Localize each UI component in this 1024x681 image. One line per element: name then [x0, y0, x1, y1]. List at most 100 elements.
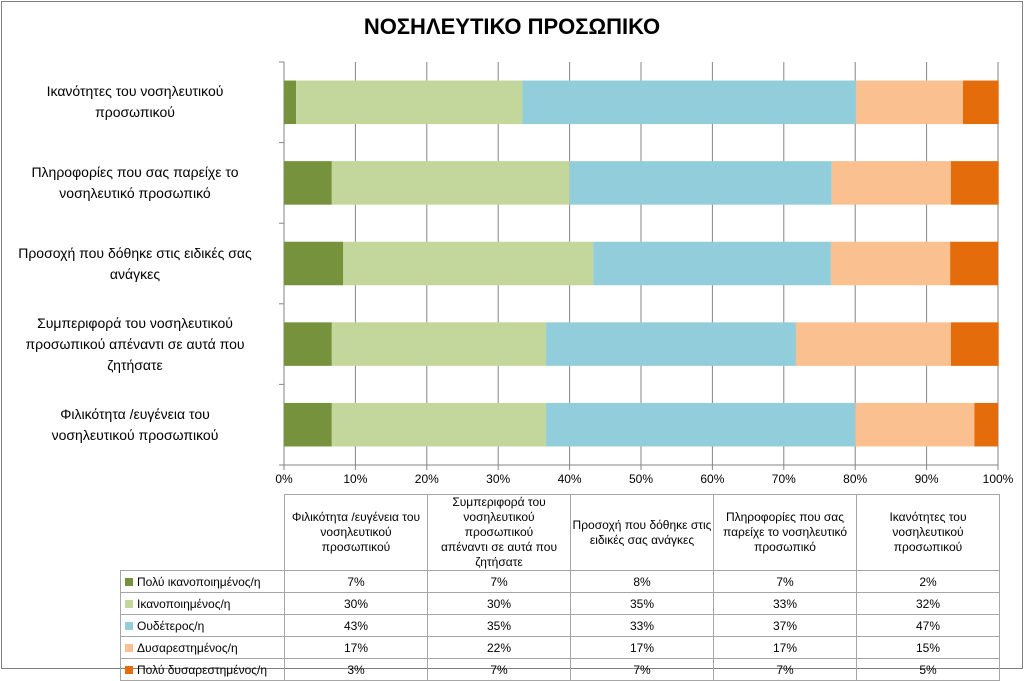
category-label-line: προσωπικού — [95, 104, 175, 121]
table-header-cell: Πληροφορίες που σας παρείχε το νοσηλευτικ… — [713, 494, 857, 571]
bar-segment — [331, 161, 570, 205]
table-cell: 17% — [570, 636, 714, 659]
x-tick-label: 60% — [700, 472, 725, 486]
table-header-line: ειδικές σας ανάγκες — [589, 532, 695, 547]
x-tick-label: 0% — [275, 472, 293, 486]
table-corner — [121, 495, 285, 571]
bar-segment — [950, 241, 998, 286]
table-cell: 43% — [284, 614, 428, 637]
legend-cell: Ικανοποιημένος/η — [120, 592, 285, 615]
bar-segment — [593, 241, 831, 286]
x-tick-label: 40% — [557, 472, 582, 486]
table-cell: 2% — [856, 570, 1000, 593]
table-header-line: Πληροφορίες που σας — [725, 510, 845, 524]
table-header-line: Φιλικότητα /ευγένεια του — [291, 510, 421, 524]
table-header-cell: Προσοχή που δόθηκε στις ειδικές σας ανάγκ… — [570, 494, 714, 571]
chart-title: ΝΟΣΗΛΕΥΤΙΚΟ ΠΡΟΣΩΠΙΚΟ — [363, 14, 661, 39]
legend-label: Δυσαρεστημένος/η — [137, 640, 238, 655]
bar-segment — [284, 322, 332, 366]
table-cell: 15% — [856, 636, 1000, 659]
x-tick-label: 50% — [628, 472, 654, 486]
bar-segment — [963, 80, 999, 125]
category-label: Συμπεριφορά του νοσηλευτικού προσωπικού α… — [4, 313, 266, 376]
category-label-line: προσωπικού απέναντι σε αυτά που — [25, 335, 245, 352]
table-cell: 35% — [570, 592, 714, 615]
bar-segment — [855, 402, 975, 447]
legend-label: Ουδέτερος/η — [137, 618, 205, 633]
table-cell: 30% — [427, 592, 571, 615]
table-header-line: προσωπικό — [754, 540, 816, 554]
table-header-cell: Ικανότητες του νοσηλευτικού προσωπικού — [856, 494, 1000, 571]
table-row: Ικανοποιημένος/η 30% 30% 35% 33% 32% — [120, 592, 1000, 615]
bar-segment — [974, 402, 998, 447]
bar-segment — [331, 402, 547, 447]
bar-segment — [569, 161, 832, 205]
table-cell: 32% — [856, 592, 1000, 615]
category-label-line: Συμπεριφορά του νοσηλευτικού — [37, 314, 233, 331]
table-cell: 33% — [713, 592, 857, 615]
x-tick-label: 80% — [843, 472, 868, 486]
x-tick-label: 20% — [414, 472, 439, 486]
table-cell: 35% — [427, 614, 571, 637]
table-cell: 22% — [427, 636, 571, 659]
bar-segment — [284, 241, 344, 286]
bar-segment — [343, 241, 594, 286]
bar-segment — [855, 80, 964, 125]
category-label-line: Πληροφορίες που σας παρείχε το — [31, 163, 239, 180]
table-cell: 33% — [570, 614, 714, 637]
category-label-line: νοσηλευτικό προσωπικό — [59, 184, 211, 201]
legend-cell: Πολύ ικανοποιημένος/η — [120, 570, 285, 593]
table-header-cell: Συμπεριφορά του νοσηλευτικού προσωπικού απ… — [427, 494, 571, 571]
table-cell: 47% — [856, 614, 1000, 637]
table-cell: 8% — [570, 570, 714, 593]
bar-segment — [331, 322, 547, 366]
data-table: Φιλικότητα /ευγένεια του νοσηλευτικού προ… — [120, 494, 1000, 681]
table-header-line: Προσοχή που δόθηκε στις — [572, 517, 712, 532]
category-label-line: Φιλικότητα /ευγένεια του — [60, 405, 210, 422]
table-header-line: ζητήσατε — [475, 555, 523, 569]
legend-swatch — [125, 621, 133, 630]
category-label-line: Προσοχή που δόθηκε στις ειδικές σας — [18, 244, 252, 261]
category-label: Πληροφορίες που σας παρείχε το νοσηλευτικ… — [4, 162, 266, 204]
bar-segment — [296, 80, 523, 125]
table-header-line: απέναντι σε αυτά που — [440, 540, 558, 554]
bar-segment — [284, 402, 332, 447]
table-row: Πολύ ικανοποιημένος/η 7% 7% 8% 7% 2% — [120, 570, 1000, 593]
x-tick-label: 30% — [486, 472, 511, 486]
bar-segment — [546, 402, 856, 447]
bar-segment — [831, 161, 951, 205]
table-header-line: Ικανότητες του — [889, 510, 967, 524]
legend-swatch — [125, 599, 133, 608]
table-cell: 17% — [713, 636, 857, 659]
table-cell: 17% — [284, 636, 428, 659]
table-header-line: νοσηλευτικού προσωπικού — [320, 525, 392, 554]
bar-segment — [950, 322, 999, 366]
bar-segment — [950, 161, 999, 205]
table-header-line: Συμπεριφορά του — [452, 495, 546, 509]
legend-cell: Δυσαρεστημένος/η — [120, 636, 285, 659]
bar-segment — [522, 80, 856, 125]
table-header-cell: Φιλικότητα /ευγένεια του νοσηλευτικού προ… — [284, 494, 428, 571]
legend-swatch — [125, 577, 133, 586]
category-label-line: Ικανότητες του νοσηλευτικού — [46, 83, 224, 100]
table-header-line: νοσηλευτικού προσωπικού — [463, 510, 535, 539]
table-row: Ουδέτερος/η 43% 35% 33% 37% 47% — [120, 614, 1000, 637]
table-cell: 7% — [427, 570, 571, 593]
x-tick-label: 70% — [771, 472, 796, 486]
category-label-line: νοσηλευτικού προσωπικού — [51, 426, 219, 443]
category-label-line: ανάγκες — [109, 265, 161, 282]
bar-segment — [284, 80, 297, 125]
legend-label: Ικανοποιημένος/η — [137, 596, 231, 611]
plot-area — [279, 61, 999, 470]
category-label: Ικανότητες του νοσηλευτικού προσωπικού — [4, 81, 266, 123]
legend-swatch — [125, 643, 133, 652]
bar-segment — [795, 322, 951, 366]
table-header-line: νοσηλευτικού προσωπικού — [892, 525, 964, 554]
table-header-line: παρείχε το νοσηλευτικό — [722, 525, 848, 539]
table-cell: 30% — [284, 592, 428, 615]
legend-label: Πολύ ικανοποιημένος/η — [137, 574, 261, 589]
bar-segment — [284, 161, 332, 205]
table-row: Δυσαρεστημένος/η 17% 22% 17% 17% 15% — [120, 636, 1000, 659]
x-tick-label: 100% — [982, 472, 1014, 486]
table-cell: 37% — [713, 614, 857, 637]
